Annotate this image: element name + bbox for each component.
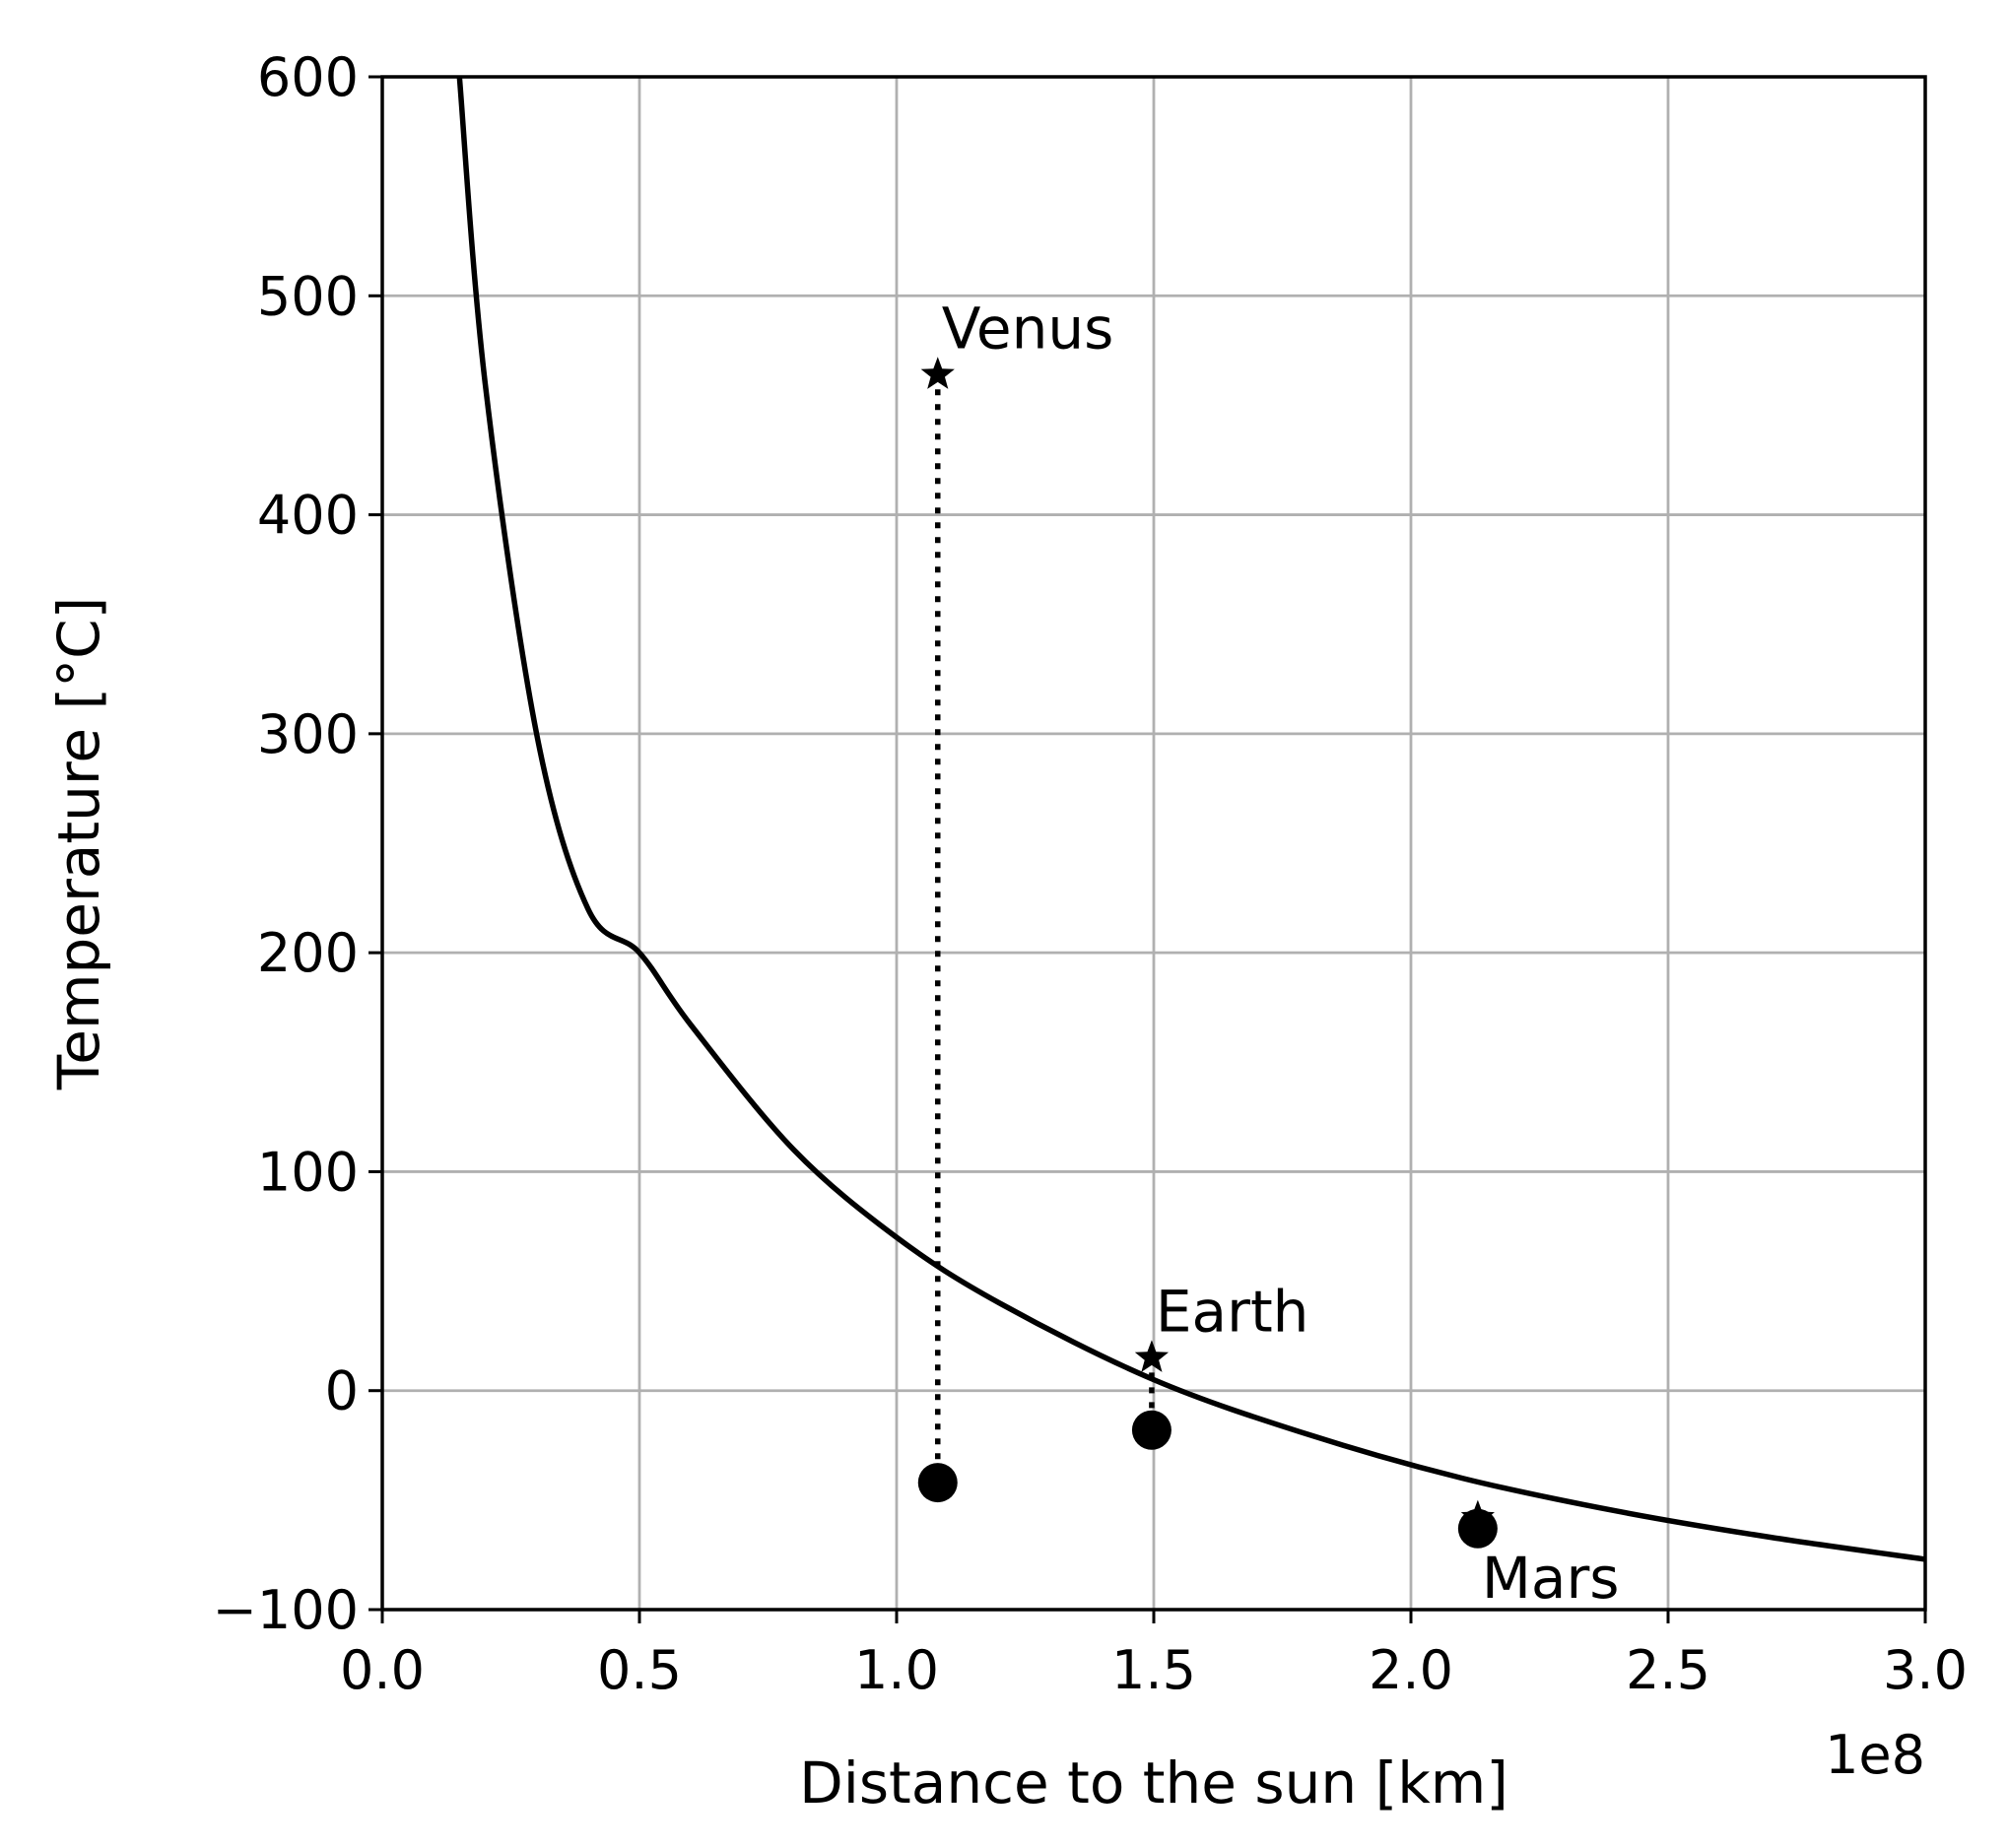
y-tick-label: 500 xyxy=(257,265,359,327)
venus-observed-star xyxy=(920,357,955,389)
markers-layer xyxy=(917,357,1498,1549)
venus-label: Venus xyxy=(942,295,1114,362)
axis-ticks: 0.0 0.5 1.0 1.5 2.0 2.5 3.0 −100 0 100 200 300 400 50… xyxy=(213,46,1968,1701)
y-tick-label: 300 xyxy=(257,703,359,765)
x-tick-label: 1.5 xyxy=(1111,1639,1196,1701)
x-tick-label: 0.0 xyxy=(340,1639,425,1701)
x-tick-label: 1.0 xyxy=(854,1639,939,1701)
earth-predicted-point xyxy=(1131,1410,1172,1450)
x-offset-label: 1e8 xyxy=(1825,1724,1925,1786)
y-tick-label: 400 xyxy=(257,485,359,547)
mars-predicted-point xyxy=(1457,1508,1498,1549)
y-tick-label: 0 xyxy=(325,1360,359,1422)
x-axis-label: Distance to the sun [km] xyxy=(799,1749,1508,1816)
mars-observed-star xyxy=(1460,1499,1495,1533)
y-tick-label: 600 xyxy=(257,46,359,108)
annotations-layer: Venus Earth Mars xyxy=(942,295,1620,1611)
y-tick-label: 200 xyxy=(257,922,359,984)
x-tick-label: 3.0 xyxy=(1883,1639,1968,1701)
curve-layer xyxy=(456,77,1925,1562)
earth-observed-star xyxy=(1134,1340,1170,1372)
x-tick-label: 2.0 xyxy=(1369,1639,1453,1701)
y-tick-label: 100 xyxy=(257,1141,359,1203)
y-axis-label: Temperature [°C] xyxy=(45,597,112,1091)
x-tick-label: 0.5 xyxy=(597,1639,682,1701)
x-tick-label: 2.5 xyxy=(1626,1639,1710,1701)
temperature-curve xyxy=(456,77,1925,1562)
earth-label: Earth xyxy=(1156,1278,1309,1345)
mars-label: Mars xyxy=(1482,1545,1620,1612)
y-tick-label: −100 xyxy=(213,1579,359,1641)
venus-predicted-point xyxy=(917,1463,958,1503)
